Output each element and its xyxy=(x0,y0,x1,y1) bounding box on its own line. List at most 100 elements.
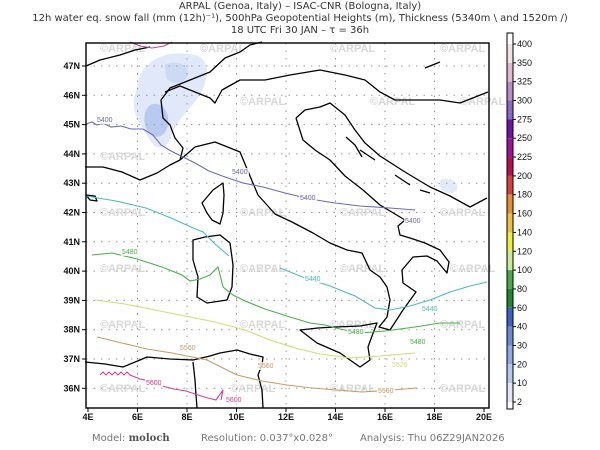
colorbar-label: 275 xyxy=(517,114,532,124)
contour-label: 5560 xyxy=(378,388,394,395)
colorbar-segment xyxy=(507,175,513,195)
lat-label: 39N xyxy=(63,295,80,305)
colorbar-label: 300 xyxy=(517,96,532,106)
gulf-of-lion-coast xyxy=(85,159,181,181)
contour-label-bg xyxy=(377,387,395,395)
slovenia-croatia-coast xyxy=(295,102,488,208)
watermark-arpal: ©ARPAL xyxy=(440,319,485,331)
colorbar-segment xyxy=(507,345,513,365)
contour-line-5440 xyxy=(279,267,488,311)
watermark-arpal: ©ARPAL xyxy=(100,263,145,275)
contour-label: 5400 xyxy=(405,218,421,225)
contour-label-bg xyxy=(404,217,422,225)
colorbar-label: 225 xyxy=(517,152,532,162)
watermark-arpal: ©ARPAL xyxy=(440,43,485,55)
colorbar-segment xyxy=(507,138,513,158)
contour-label: 5600 xyxy=(226,397,242,404)
lat-label: 38N xyxy=(63,325,80,335)
contour-label: 5560 xyxy=(258,363,274,370)
model-label: Model: xyxy=(92,433,126,444)
watermark-arpal: ©ARPAL xyxy=(240,207,285,219)
colorbar-segment xyxy=(507,157,513,176)
axes: 4E 6E 8E 10E 12E 14E 16E 18E 20E 47N 46N 45N 44N 43N 4… xyxy=(63,61,492,422)
colorbar-label: 120 xyxy=(517,246,532,256)
lat-label: 44N xyxy=(63,149,80,159)
colorbar-segment xyxy=(507,307,513,327)
colorbar-segment xyxy=(507,100,513,120)
colorbar-segment xyxy=(507,326,513,346)
colorbar-segment xyxy=(507,251,513,271)
watermark-arpal: ©ARPAL xyxy=(100,383,145,395)
contour-label: 5440 xyxy=(305,276,321,283)
contour-label-bg xyxy=(299,194,317,202)
sardinia xyxy=(192,234,234,304)
watermark-arpal: ©ARPAL xyxy=(370,96,415,108)
colorbar-label: 20 xyxy=(517,359,527,369)
corsica xyxy=(201,182,225,225)
colorbar-label: 325 xyxy=(517,77,532,87)
colorbar-label: 140 xyxy=(517,227,532,237)
contour-line-5400 xyxy=(85,121,416,211)
contour-label-bg xyxy=(409,338,427,346)
contour-label-bg xyxy=(347,328,365,336)
colorbar-label: 2 xyxy=(517,397,522,407)
balearic-island xyxy=(85,194,98,202)
contour-line-5560 xyxy=(96,336,418,393)
contour-label: 5560 xyxy=(180,345,196,352)
watermark-arpal: ©ARPAL xyxy=(330,43,375,55)
adriatic-islands xyxy=(345,61,441,194)
lat-label: 45N xyxy=(63,120,80,130)
colorbar-label: 250 xyxy=(517,133,532,143)
watermark-arpal: ©ARPAL xyxy=(200,43,245,55)
colorbar-label: 100 xyxy=(517,265,532,275)
lat-label: 37N xyxy=(63,354,80,364)
lon-label: 4E xyxy=(82,412,93,422)
colorbar-label: 180 xyxy=(517,190,532,200)
contour-label: 5600 xyxy=(146,380,162,387)
watermark-arpal: ©ARPAL xyxy=(240,96,285,108)
watermark-arpal: ©ARPAL xyxy=(460,96,505,108)
colorbar-border xyxy=(506,32,514,410)
analysis-info: Analysis: Thu 06Z29JAN2026 xyxy=(360,433,505,444)
alps-border xyxy=(160,41,263,161)
colorbar-label: 80 xyxy=(517,284,527,294)
lon-label: 20E xyxy=(476,412,492,422)
lon-label: 8E xyxy=(181,412,192,422)
colorbar-segment xyxy=(507,213,513,233)
watermark-arpal: ©ARPAL xyxy=(100,43,145,55)
colorbar-label: 400 xyxy=(517,39,532,49)
contour-label: 5520 xyxy=(392,362,408,369)
lon-label: 10E xyxy=(228,412,244,422)
contour-label-bg xyxy=(421,305,439,313)
contour-label: 5480 xyxy=(410,339,426,346)
colorbar-label: 160 xyxy=(517,209,532,219)
watermark-arpal: ©ARPAL xyxy=(340,263,385,275)
contour-label-bg xyxy=(391,361,409,369)
watermark-arpal: ©ARPAL xyxy=(450,263,495,275)
thickness-contours: 5400 5400 5400 5400 5440 5440 5480 5480 5480 5520… xyxy=(85,41,488,404)
contour-label-bg xyxy=(145,379,163,387)
watermark-arpal: ©ARPAL xyxy=(330,383,375,395)
colorbar-segment xyxy=(507,364,513,384)
lon-label: 18E xyxy=(426,412,442,422)
italy-coastline xyxy=(179,117,450,331)
contour-label-bg xyxy=(179,344,197,352)
contour-label: 5400 xyxy=(232,169,248,176)
lat-label: 41N xyxy=(63,237,80,247)
colorbar-label: 350 xyxy=(517,58,532,68)
colorbar-segment xyxy=(507,119,513,139)
contour-label: 5400 xyxy=(97,117,113,124)
contour-label: 5400 xyxy=(300,195,316,202)
watermark-arpal: ©ARPAL xyxy=(340,207,385,219)
title-line-2: 12h water eq. snow fall (mm (12h)⁻¹), 50… xyxy=(32,13,568,24)
colorbar-segment xyxy=(507,194,513,214)
contour-line-5440 xyxy=(85,195,230,257)
contour-label-bg xyxy=(225,396,243,404)
snow-area xyxy=(440,178,458,194)
alps-border xyxy=(164,69,489,104)
contour-label-bg xyxy=(96,116,114,124)
lat-label: 46N xyxy=(63,90,80,100)
map-frame xyxy=(85,42,490,409)
watermark-arpal: ©ARPAL xyxy=(440,207,485,219)
